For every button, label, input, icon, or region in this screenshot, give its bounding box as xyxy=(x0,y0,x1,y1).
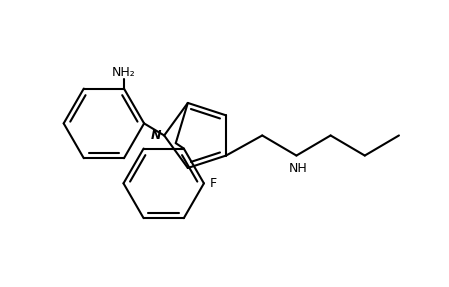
Text: NH₂: NH₂ xyxy=(112,65,136,79)
Text: F: F xyxy=(210,177,217,190)
Text: N: N xyxy=(150,129,161,142)
Text: NH: NH xyxy=(289,162,308,174)
